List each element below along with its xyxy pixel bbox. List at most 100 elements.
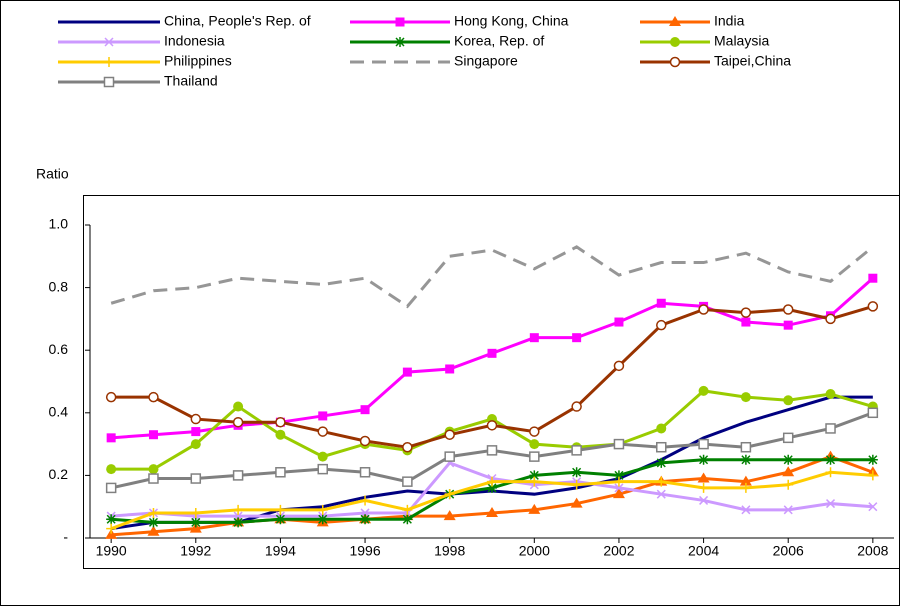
marker: [529, 333, 539, 343]
marker: [103, 76, 115, 88]
marker: [571, 467, 582, 478]
marker: [360, 495, 371, 506]
marker: [275, 514, 286, 525]
marker: [825, 499, 836, 509]
marker: [697, 472, 710, 483]
marker: [275, 504, 286, 515]
marker: [444, 451, 455, 462]
marker: [106, 464, 117, 475]
marker: [782, 466, 795, 477]
marker: [402, 504, 413, 515]
marker: [148, 473, 159, 484]
marker: [614, 317, 624, 327]
marker: [104, 37, 114, 47]
legend-label: Thailand: [164, 73, 218, 89]
y-tick-label: 0.2: [49, 466, 69, 482]
marker: [487, 482, 497, 493]
marker: [444, 429, 455, 440]
marker: [613, 360, 625, 372]
marker: [318, 411, 328, 421]
marker: [191, 427, 201, 437]
marker: [233, 401, 244, 412]
marker: [656, 298, 666, 308]
marker: [487, 476, 497, 487]
marker: [232, 470, 244, 481]
marker: [190, 413, 202, 425]
marker: [783, 479, 794, 490]
x-tick-label: 2004: [688, 543, 719, 559]
legend-label: Indonesia: [164, 33, 225, 49]
x-tick-label: 1998: [434, 543, 465, 559]
marker: [529, 426, 540, 437]
x-tick-label: 1994: [265, 543, 296, 559]
marker: [317, 451, 328, 462]
marker: [783, 320, 793, 330]
legend-label: Singapore: [454, 53, 518, 69]
marker: [105, 482, 117, 494]
marker: [402, 441, 413, 453]
x-tick-label: 1990: [96, 543, 127, 559]
marker: [698, 482, 709, 493]
marker: [528, 503, 541, 514]
marker: [867, 301, 879, 312]
marker: [867, 454, 878, 465]
marker: [698, 304, 709, 315]
marker: [232, 416, 244, 428]
marker: [825, 454, 836, 465]
marker: [395, 17, 405, 27]
marker: [740, 454, 751, 465]
marker: [148, 391, 159, 403]
marker: [105, 391, 117, 403]
marker: [190, 507, 201, 518]
marker: [698, 454, 709, 465]
marker: [656, 441, 667, 453]
legend-label: Malaysia: [714, 33, 769, 49]
marker: [445, 364, 455, 374]
marker: [656, 476, 667, 487]
marker: [233, 517, 244, 528]
y-tick-label: 0.6: [49, 341, 69, 357]
marker: [317, 504, 328, 515]
marker: [740, 392, 751, 403]
x-tick-label: 2006: [773, 543, 804, 559]
marker: [148, 507, 159, 518]
marker: [656, 423, 667, 434]
plot-frame: [83, 195, 900, 569]
marker: [740, 307, 752, 318]
marker: [395, 37, 405, 47]
marker: [613, 470, 624, 481]
marker: [529, 451, 540, 462]
marker: [360, 514, 371, 525]
x-tick-label: 1992: [180, 543, 211, 559]
marker: [699, 495, 709, 505]
marker: [233, 504, 244, 515]
marker: [106, 523, 117, 534]
marker: [443, 510, 456, 521]
marker: [741, 505, 751, 515]
marker: [825, 423, 836, 434]
marker: [825, 467, 836, 478]
marker: [613, 476, 624, 487]
marker: [486, 445, 498, 456]
marker: [529, 470, 540, 481]
marker: [570, 497, 583, 508]
marker: [825, 313, 836, 325]
marker: [783, 395, 794, 406]
marker: [402, 476, 413, 487]
marker: [868, 502, 878, 512]
marker: [486, 506, 498, 517]
marker: [359, 467, 371, 478]
marker: [147, 525, 160, 536]
x-tick-label: 2008: [857, 543, 888, 559]
marker: [741, 317, 751, 327]
marker: [317, 514, 328, 525]
marker: [656, 489, 666, 499]
legend-label: India: [714, 13, 745, 29]
marker: [825, 389, 836, 400]
marker: [867, 470, 878, 481]
marker: [317, 463, 328, 475]
marker: [275, 416, 286, 428]
marker: [148, 430, 158, 440]
marker: [529, 439, 540, 450]
